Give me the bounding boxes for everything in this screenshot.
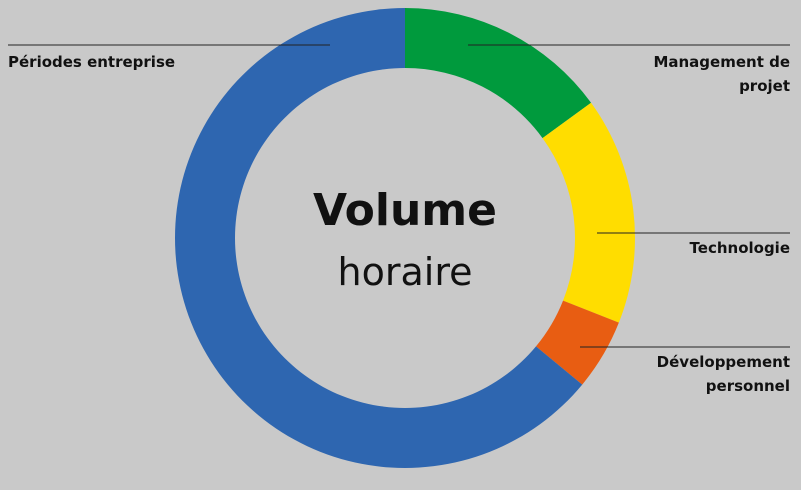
slice-label: Périodes entreprise [8,53,176,71]
donut-slice [174,8,583,468]
donut-slice [542,102,635,323]
slice-label: Développement personnel [656,353,790,395]
donut-slice [405,8,592,139]
slice-label: Technologie [689,239,790,257]
donut-slice [535,300,619,385]
slice-label: Management de projet [653,53,790,95]
center-subtitle: horaire [337,250,473,294]
center-title: Volume [313,185,497,236]
